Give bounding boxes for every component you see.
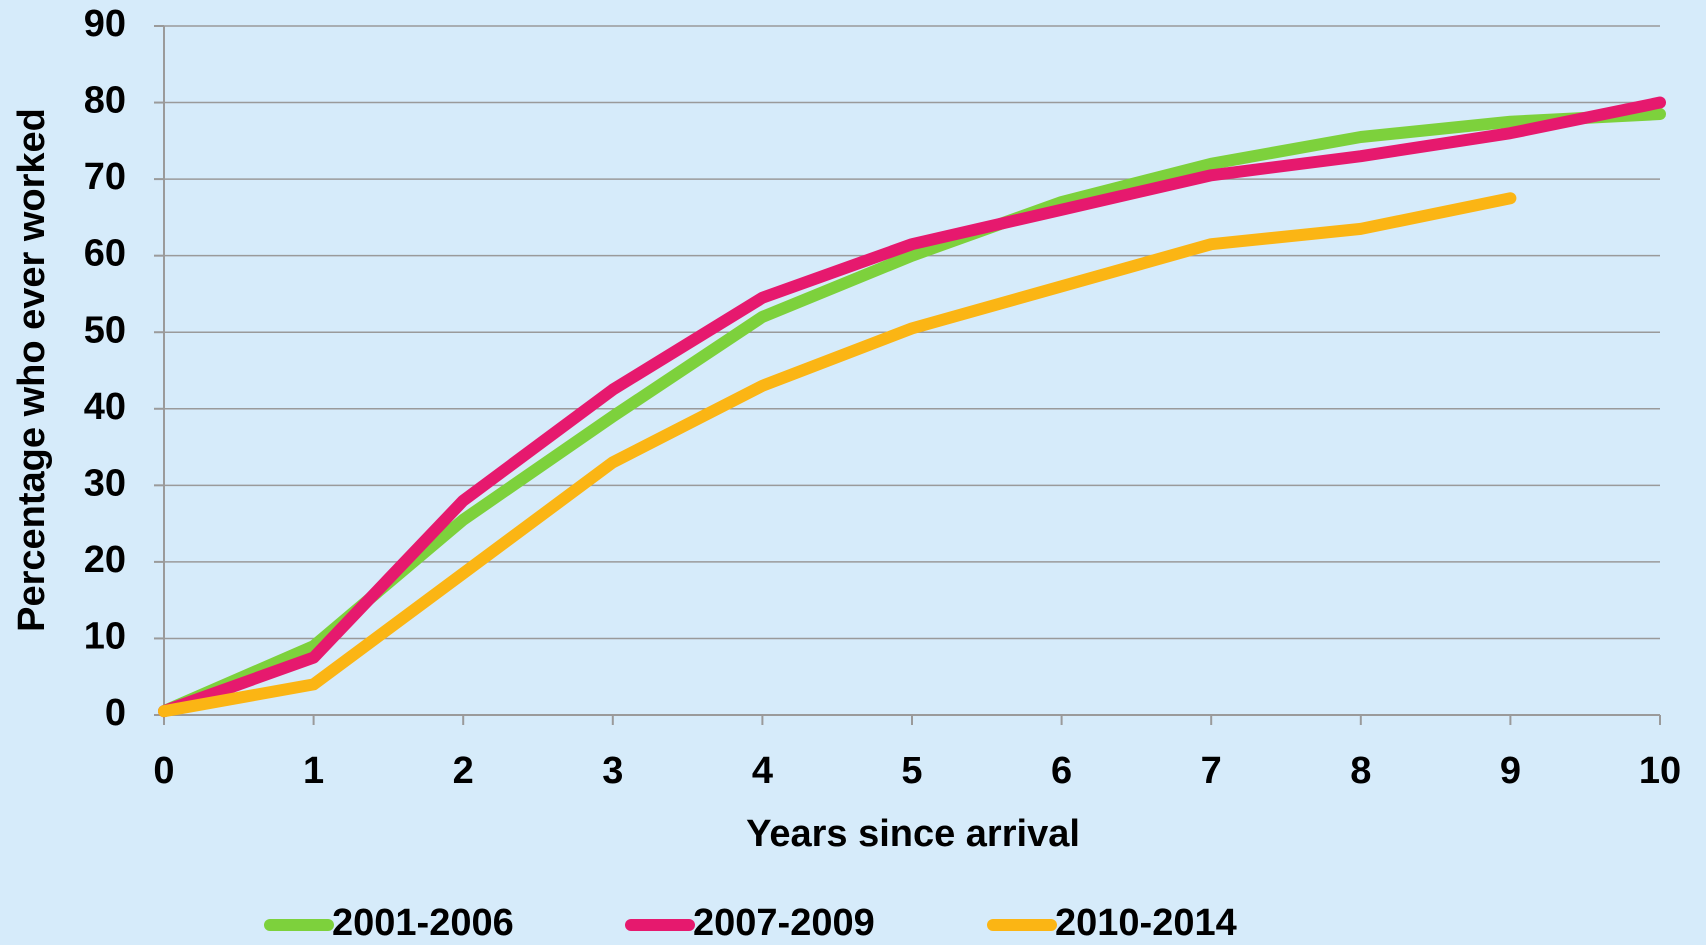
y-tick-label: 10 bbox=[84, 615, 126, 657]
series-line bbox=[158, 96, 1666, 718]
x-tick-label: 10 bbox=[1639, 750, 1681, 792]
x-tick-label: 6 bbox=[1051, 750, 1072, 792]
y-tick-label: 20 bbox=[84, 539, 126, 581]
x-tick-label: 4 bbox=[752, 750, 773, 792]
legend-label: 2001-2006 bbox=[332, 902, 514, 944]
y-axis-title: Percentage who ever worked bbox=[11, 108, 53, 632]
series-line bbox=[158, 192, 1517, 718]
legend-label: 2007-2009 bbox=[693, 902, 875, 944]
y-tick-label: 60 bbox=[84, 233, 126, 275]
legend-label: 2010-2014 bbox=[1055, 902, 1237, 944]
y-tick-label: 0 bbox=[105, 692, 126, 734]
y-tick-label: 40 bbox=[84, 386, 126, 428]
x-tick-label: 7 bbox=[1201, 750, 1222, 792]
y-tick-label: 30 bbox=[84, 462, 126, 504]
y-tick-label: 90 bbox=[84, 3, 126, 45]
x-tick-label: 5 bbox=[901, 750, 922, 792]
x-tick-label: 9 bbox=[1500, 750, 1521, 792]
x-tick-label: 2 bbox=[453, 750, 474, 792]
x-tick-label: 3 bbox=[602, 750, 623, 792]
y-tick-label: 70 bbox=[84, 156, 126, 198]
y-tick-label: 80 bbox=[84, 80, 126, 122]
x-tick-label: 8 bbox=[1350, 750, 1371, 792]
series-line bbox=[158, 108, 1666, 718]
x-axis-title: Years since arrival bbox=[746, 813, 1080, 855]
x-tick-label: 1 bbox=[303, 750, 324, 792]
x-tick-label: 0 bbox=[153, 750, 174, 792]
y-tick-label: 50 bbox=[84, 309, 126, 351]
